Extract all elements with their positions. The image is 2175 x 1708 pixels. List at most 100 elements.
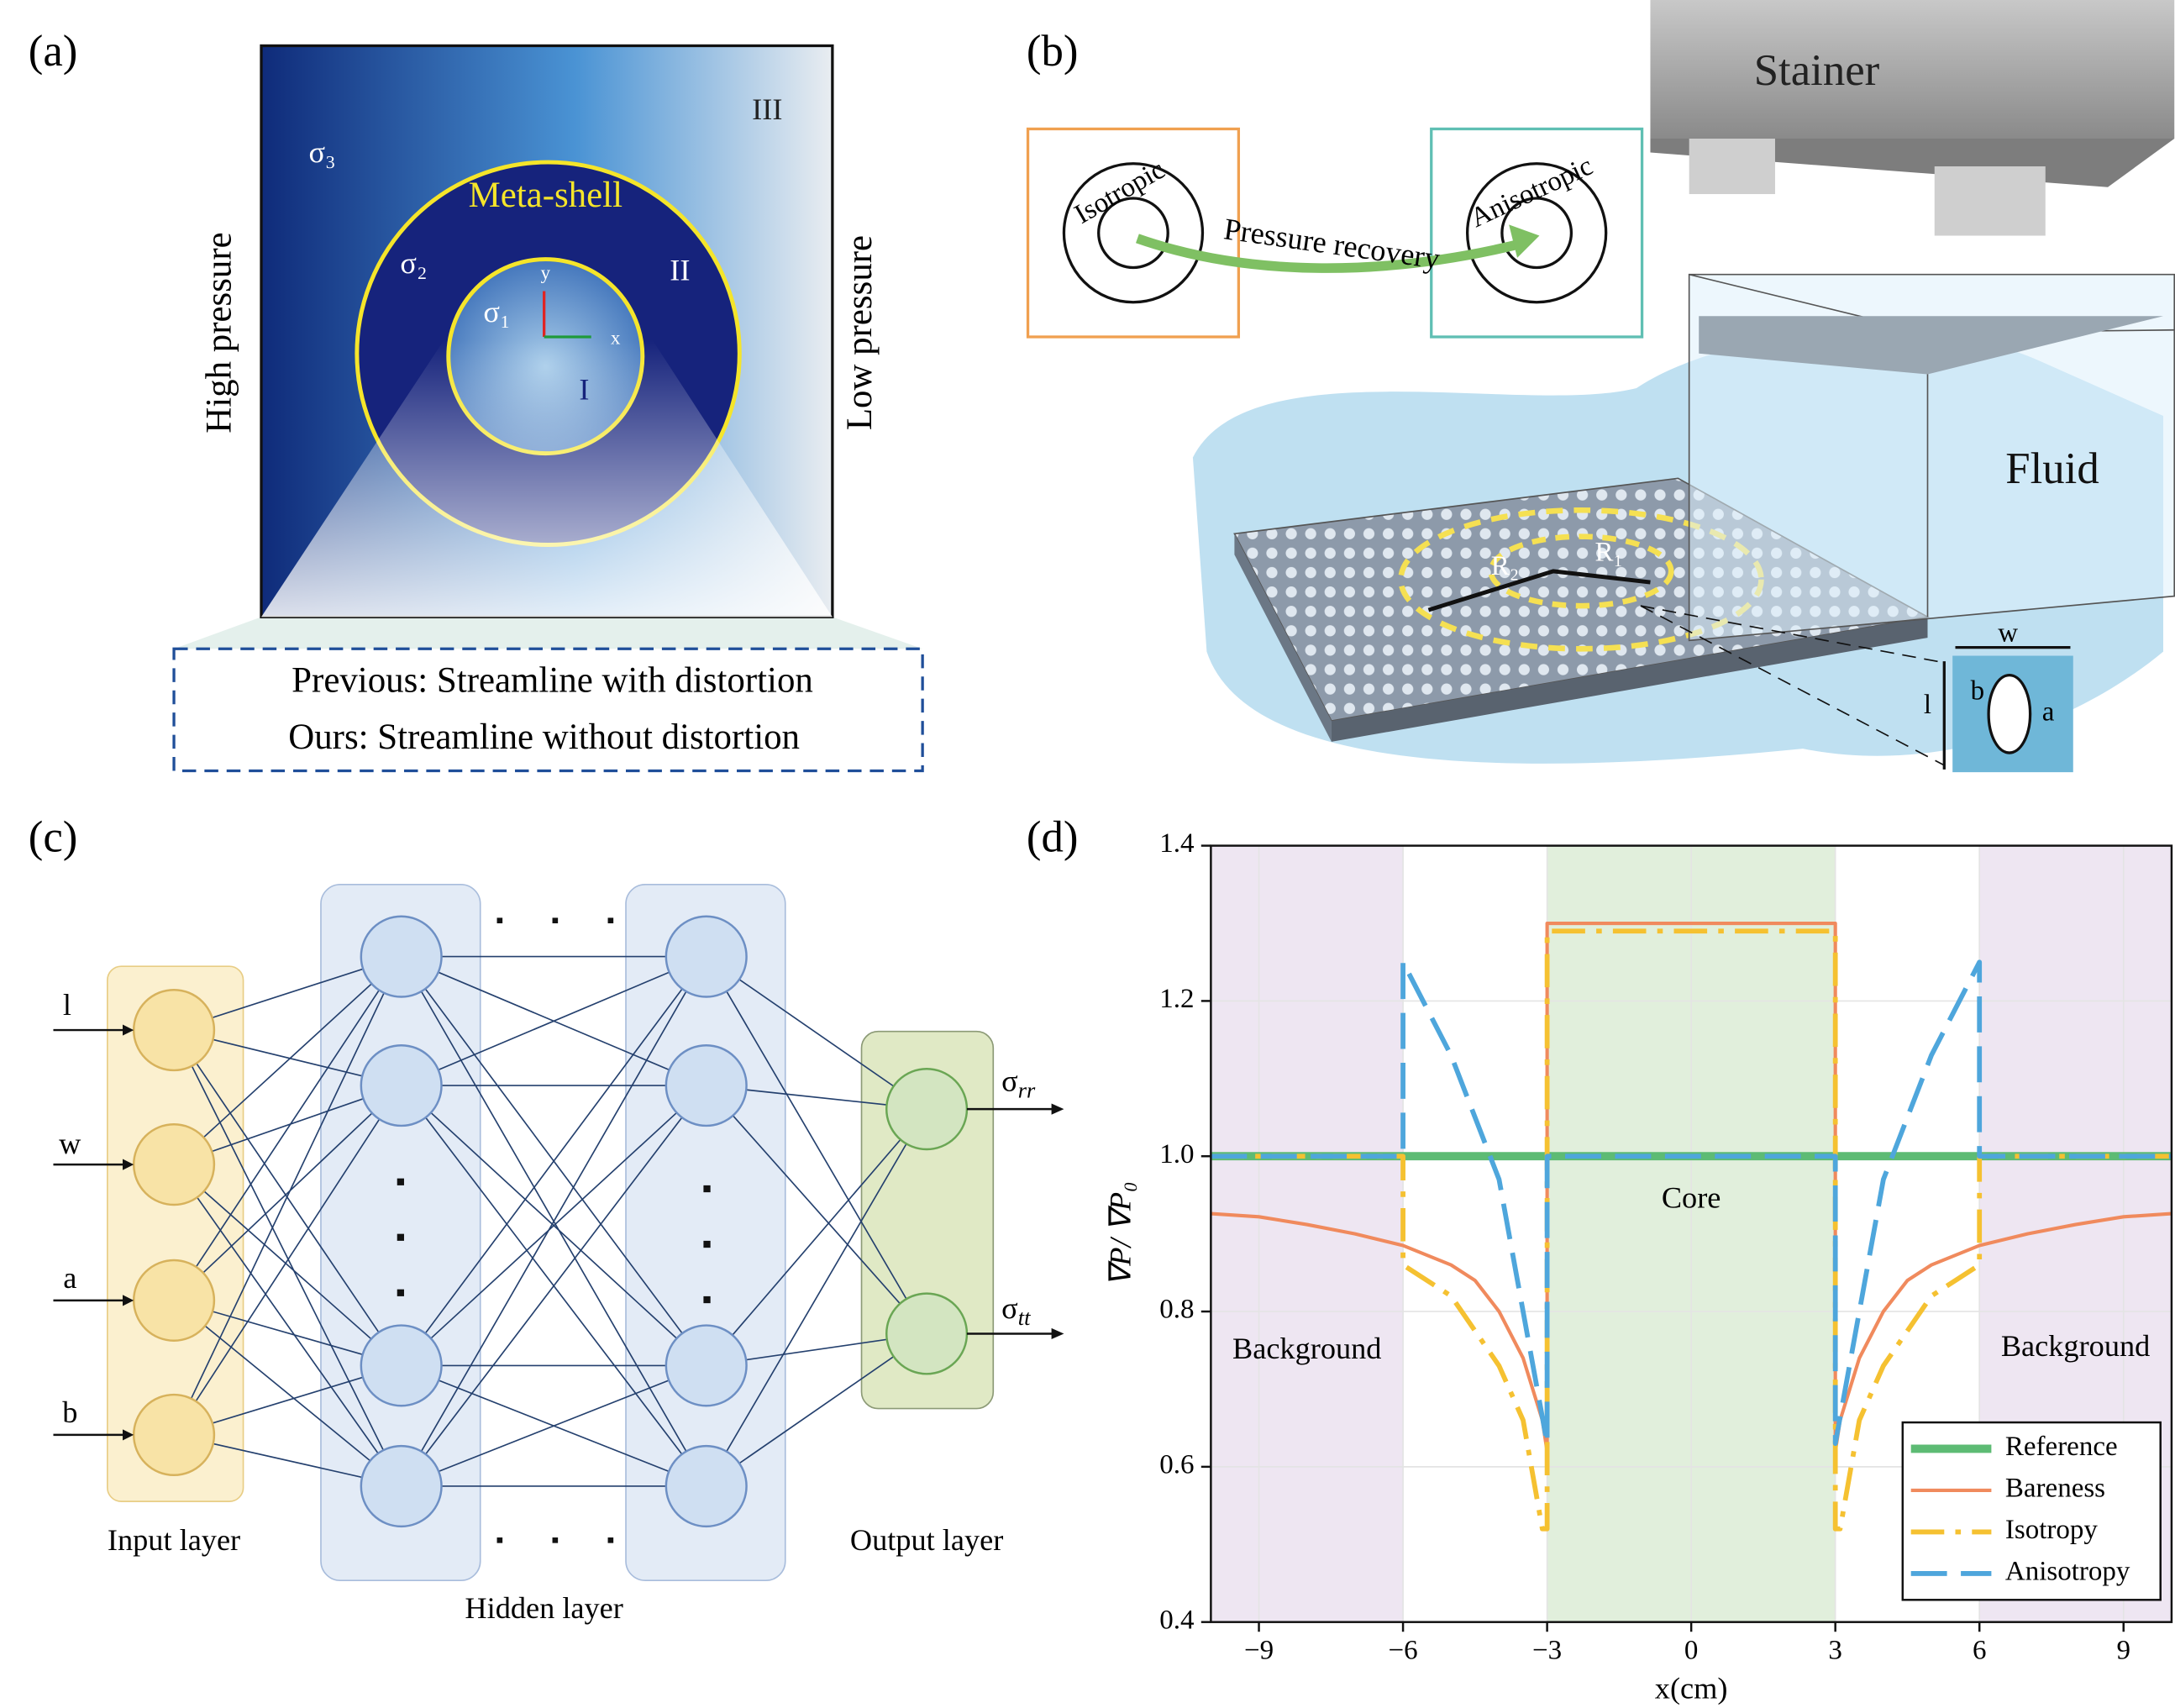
x-tick-label: 0 xyxy=(1684,1636,1699,1666)
neuron xyxy=(666,917,747,997)
panel-label: (d) xyxy=(1027,813,1079,862)
ellipsis-dot xyxy=(497,917,503,923)
output-label: σtt xyxy=(1001,1291,1031,1330)
panel-b: (b) Isotropic Anisotropic Pressure recov… xyxy=(1027,0,2174,772)
x-tick-label: −6 xyxy=(1389,1636,1418,1666)
neuron xyxy=(361,1045,442,1126)
ellipsis-dot xyxy=(397,1234,404,1241)
side-label: Low pressure xyxy=(840,235,880,430)
region-label: Background xyxy=(2001,1329,2150,1363)
axis-label: y xyxy=(541,261,551,283)
layer-label: Output layer xyxy=(850,1523,1003,1557)
dim-label: a xyxy=(2042,696,2055,727)
neuron xyxy=(134,1124,214,1205)
region-label: Background xyxy=(1232,1332,1381,1365)
region xyxy=(1211,846,1403,1622)
note: Previous: Streamline with distortion xyxy=(292,660,813,700)
x-tick-label: 6 xyxy=(1973,1636,1987,1666)
stainer-block xyxy=(1689,139,1775,194)
ellipsis-dot xyxy=(703,1185,710,1192)
radius-label: R₂ xyxy=(1491,551,1520,581)
panel-a: (a) y x σ₃ σ₂ σ₁ Meta-shell III II I Hig… xyxy=(29,27,922,770)
ellipsis-dot xyxy=(553,917,559,923)
input-label: w xyxy=(59,1127,81,1160)
neuron xyxy=(361,917,442,997)
ellipsis-dot xyxy=(397,1290,404,1296)
dim-label: b xyxy=(1971,676,1985,707)
panel-label: (a) xyxy=(29,27,78,76)
ellipsis-dot xyxy=(608,917,614,923)
output-symbol: σ xyxy=(1001,1064,1018,1098)
neuron xyxy=(361,1446,442,1527)
x-tick-label: 9 xyxy=(2116,1636,2130,1666)
input-label: b xyxy=(62,1395,77,1429)
neuron xyxy=(666,1045,747,1126)
output-symbol: σ xyxy=(1001,1291,1018,1325)
radius-label: R₁ xyxy=(1594,538,1623,568)
ellipsis-dot xyxy=(608,1537,614,1543)
x-axis-label: x(cm) xyxy=(1655,1672,1728,1705)
ellipsis-dot xyxy=(553,1537,559,1543)
note: Ours: Streamline without distortion xyxy=(288,717,800,757)
axis-label: x xyxy=(611,327,621,349)
dim-label: l xyxy=(1924,690,1931,720)
neuron xyxy=(361,1326,442,1406)
legend-label: Isotropy xyxy=(2005,1515,2098,1545)
neuron xyxy=(886,1069,967,1149)
region-label: II xyxy=(670,253,690,286)
figure: (a) y x σ₃ σ₂ σ₁ Meta-shell III II I Hig… xyxy=(0,0,2175,1708)
region-label: III xyxy=(752,92,782,126)
stainer xyxy=(1650,0,2174,139)
y-tick-label: 1.0 xyxy=(1159,1139,1194,1169)
fluid-label: Fluid xyxy=(2005,444,2099,493)
panel-label: (c) xyxy=(29,813,78,862)
y-tick-label: 0.4 xyxy=(1159,1605,1194,1635)
y-tick-label: 1.4 xyxy=(1159,828,1194,859)
output-sub: rr xyxy=(1018,1077,1036,1102)
sigma-label: σ₁ xyxy=(483,295,510,328)
y-tick-label: 0.8 xyxy=(1159,1295,1194,1325)
side-label: High pressure xyxy=(200,232,239,433)
ellipsis-dot xyxy=(397,1179,404,1185)
shell-label: Meta-shell xyxy=(469,176,623,215)
sigma-label: σ₂ xyxy=(400,246,427,280)
legend-label: Anisotropy xyxy=(2005,1557,2130,1587)
legend-label: Reference xyxy=(2005,1432,2118,1462)
panel-d: (d) Background Core Background −9 −6 −3 0 3 6 9 0.… xyxy=(1027,813,2172,1705)
neuron xyxy=(134,1395,214,1475)
y-axis-label: ∇P/ ∇P₀ xyxy=(1104,1181,1137,1286)
output-label: σrr xyxy=(1001,1064,1036,1103)
region-label: I xyxy=(579,372,589,406)
layer-label: Input layer xyxy=(108,1523,240,1557)
dim-label: w xyxy=(1998,618,2018,648)
page: { "panel_a": {"label": "(a)", "sigma3": … xyxy=(0,0,2175,1708)
ellipsis-dot xyxy=(703,1296,710,1303)
layer-label: Hidden layer xyxy=(465,1591,623,1625)
input-label: a xyxy=(63,1261,76,1295)
neuron xyxy=(886,1294,967,1374)
ellipsis-dot xyxy=(703,1241,710,1248)
stainer-block xyxy=(1935,166,2046,236)
unit-hole xyxy=(1988,675,2031,753)
y-tick-label: 0.6 xyxy=(1159,1449,1194,1479)
iso-box xyxy=(1028,129,1239,337)
region-label: Core xyxy=(1662,1180,1721,1214)
panel-c: (c) Input layer Hidden layer Output laye… xyxy=(29,813,1064,1625)
neuron xyxy=(134,1260,214,1341)
arrow-head xyxy=(1052,1104,1064,1115)
projection xyxy=(174,617,922,649)
panel-label: (b) xyxy=(1027,27,1079,76)
ellipsis-dot xyxy=(497,1537,503,1543)
x-tick-label: −9 xyxy=(1244,1636,1274,1666)
x-tick-label: −3 xyxy=(1532,1636,1562,1666)
output-sub: tt xyxy=(1018,1305,1031,1330)
neuron xyxy=(666,1326,747,1406)
x-tick-label: 3 xyxy=(1828,1636,1842,1666)
neuron xyxy=(666,1446,747,1527)
input-label: l xyxy=(63,988,71,1022)
neuron xyxy=(134,990,214,1070)
arrow-head xyxy=(1052,1328,1064,1339)
sigma-label: σ₃ xyxy=(308,135,335,169)
legend-label: Bareness xyxy=(2005,1474,2105,1504)
aniso-box xyxy=(1432,129,1642,337)
